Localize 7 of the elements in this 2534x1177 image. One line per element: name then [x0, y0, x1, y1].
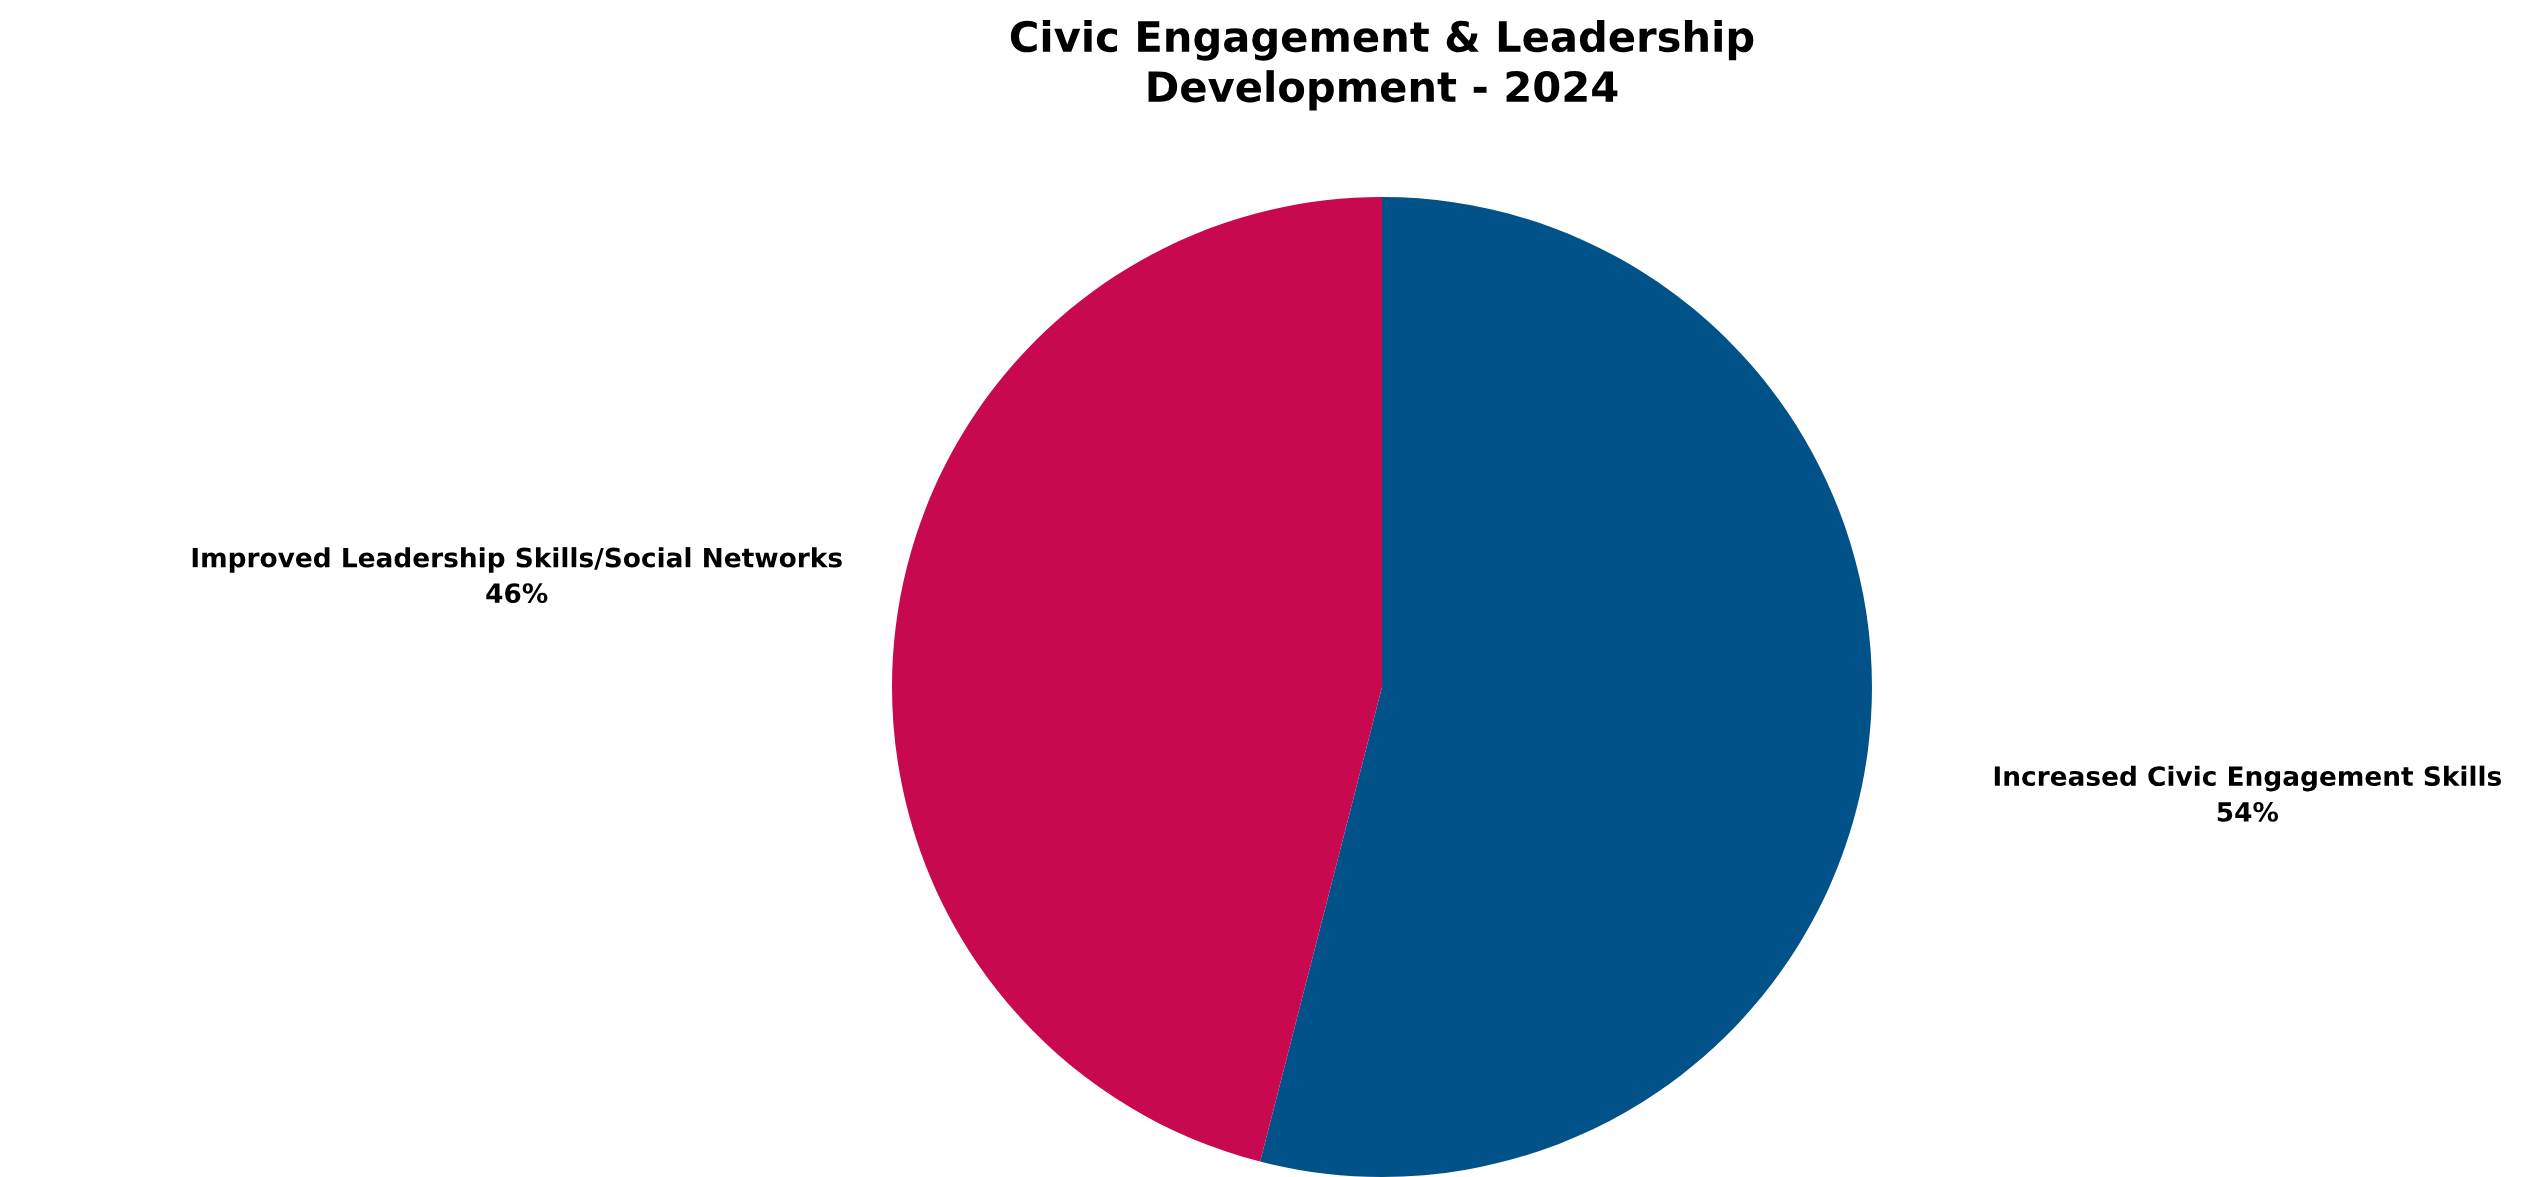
pie-slice [1260, 197, 1872, 1177]
chart-title: Civic Engagement & Leadership Development - 2024 [1010, 20, 1754, 111]
slice-label: Improved Leadership Skills/Social Networks [192, 547, 842, 573]
data-label: 54% [2217, 801, 2279, 822]
pie-slice [892, 197, 1382, 1162]
data-label: 46% [486, 583, 548, 604]
slice-label: Increased Civic Engagement Skills [1994, 765, 2501, 792]
